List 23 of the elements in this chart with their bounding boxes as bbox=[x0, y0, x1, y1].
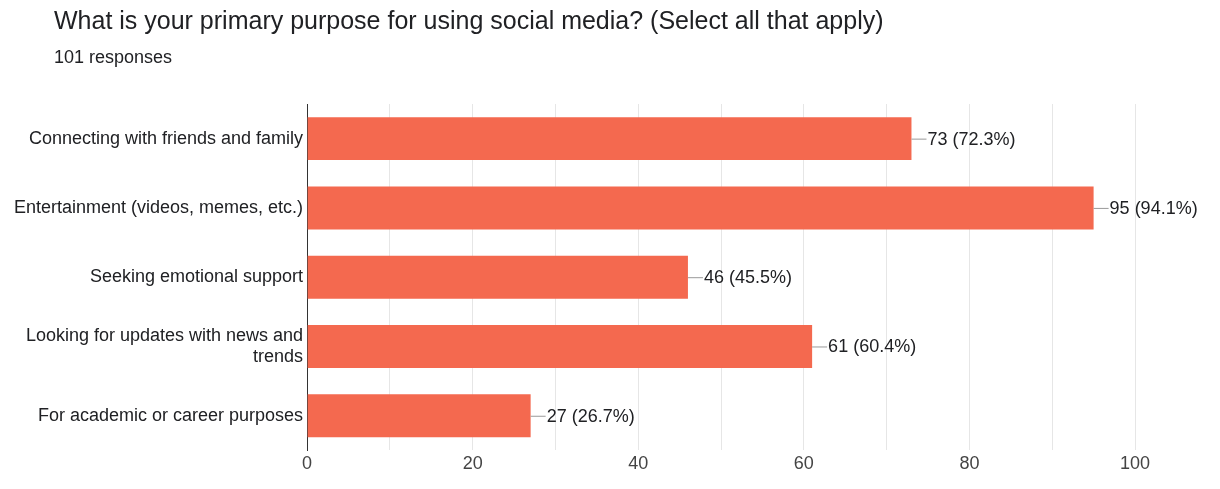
bar bbox=[307, 186, 1094, 230]
y-tick-label: Entertainment (videos, memes, etc.) bbox=[14, 196, 304, 217]
x-tick-label: 60 bbox=[793, 453, 814, 474]
bar bbox=[307, 394, 531, 438]
data-label: 95 (94.1%) bbox=[1109, 197, 1198, 218]
bar bbox=[307, 255, 688, 299]
bar bbox=[307, 117, 912, 161]
chart-title: What is your primary purpose for using social media? (Select all that apply) bbox=[54, 6, 884, 35]
y-tick-label: Looking for updates with news and trends bbox=[25, 324, 304, 367]
bar bbox=[307, 325, 813, 368]
x-tick-label: 100 bbox=[1119, 453, 1151, 474]
y-tick-label: Seeking emotional support bbox=[89, 266, 304, 287]
x-tick-label: 40 bbox=[628, 453, 649, 474]
text: 101 responses bbox=[54, 47, 173, 68]
x-tick-label: 0 bbox=[302, 453, 313, 474]
data-label: 73 (72.3%) bbox=[927, 128, 1016, 149]
data-label: 46 (45.5%) bbox=[703, 267, 792, 288]
y-tick-label: Connecting with friends and family bbox=[28, 127, 304, 148]
x-tick-label: 20 bbox=[462, 453, 483, 474]
y-tick-label: For academic or career purposes bbox=[37, 404, 304, 425]
data-label: 61 (60.4%) bbox=[828, 336, 917, 357]
x-tick-label: 80 bbox=[959, 453, 980, 474]
data-label: 27 (26.7%) bbox=[546, 405, 635, 426]
